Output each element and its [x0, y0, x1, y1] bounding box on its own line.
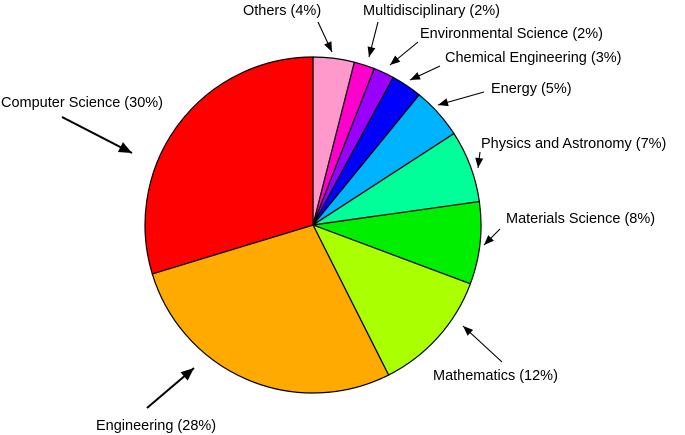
slice-label: Engineering (28%)	[96, 418, 216, 434]
slice-label: Mathematics (12%)	[433, 368, 558, 384]
callout-arrow-head	[484, 235, 494, 245]
callout-arrow-head	[324, 41, 332, 52]
pie-slices	[144, 56, 482, 394]
slice-label: Environmental Science (2%)	[420, 26, 603, 42]
callout-arrow-head	[438, 98, 449, 107]
slice-label: Chemical Engineering (3%)	[445, 50, 622, 66]
pie-slice	[151, 224, 390, 394]
slice-label: Others (4%)	[243, 3, 321, 19]
callout-arrow-head	[367, 46, 376, 57]
callout-arrow-head	[390, 55, 401, 65]
callout-arrow-line	[61, 116, 133, 154]
callout-arrows	[61, 21, 503, 409]
callout-arrow-head	[463, 326, 474, 336]
slice-label: Physics and Astronomy (7%)	[481, 136, 666, 152]
pie-slice	[144, 56, 314, 275]
callout-arrow-head	[117, 142, 132, 153]
slice-label: Computer Science (30%)	[1, 95, 163, 111]
slice-label: Materials Science (8%)	[506, 211, 655, 227]
callout-arrow-head	[410, 72, 421, 80]
callout-arrow-head	[180, 368, 194, 381]
callout-arrow-head	[475, 157, 484, 168]
pie-slice	[311, 223, 472, 376]
slice-label: Energy (5%)	[491, 81, 572, 97]
slice-labels: Others (4%) Multidisciplinary (2%) Envir…	[1, 3, 666, 434]
slice-label: Multidisciplinary (2%)	[363, 3, 500, 19]
